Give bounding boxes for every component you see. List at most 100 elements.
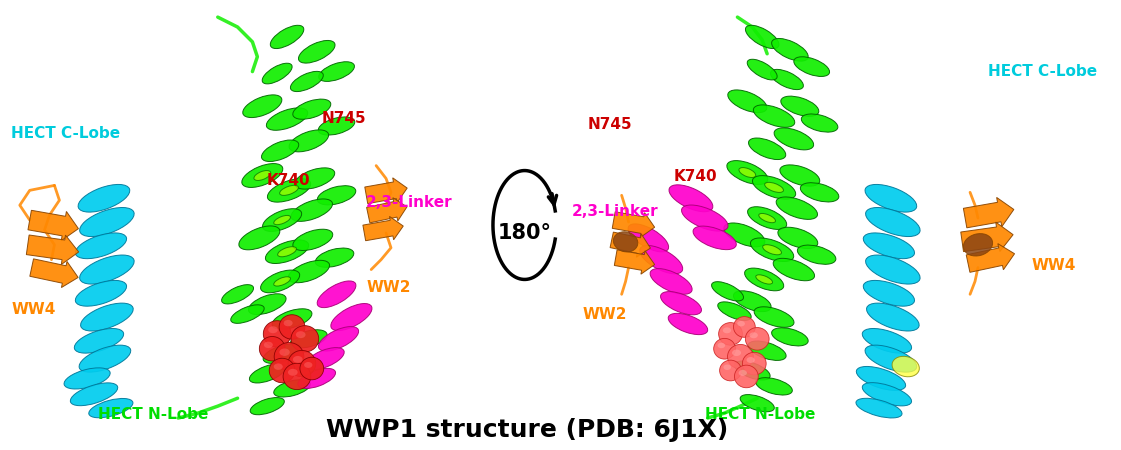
Ellipse shape [862, 328, 911, 353]
Ellipse shape [734, 361, 770, 380]
Ellipse shape [693, 226, 736, 250]
Ellipse shape [650, 269, 692, 294]
Text: 2,3-Linker: 2,3-Linker [367, 195, 453, 210]
Text: WW2: WW2 [583, 306, 627, 322]
Ellipse shape [734, 365, 758, 388]
Ellipse shape [279, 348, 290, 356]
Text: HECT N-Lobe: HECT N-Lobe [705, 407, 815, 422]
Ellipse shape [263, 321, 291, 347]
Ellipse shape [254, 171, 270, 180]
Ellipse shape [771, 39, 808, 61]
Ellipse shape [74, 328, 123, 353]
Ellipse shape [863, 233, 915, 259]
Text: WWP1 structure (PDB: 6J1X): WWP1 structure (PDB: 6J1X) [326, 418, 729, 442]
Ellipse shape [274, 364, 282, 370]
Text: HECT N-Lobe: HECT N-Lobe [98, 407, 209, 422]
Ellipse shape [291, 199, 333, 221]
Polygon shape [963, 198, 1013, 228]
Ellipse shape [750, 238, 794, 261]
Text: N745: N745 [589, 117, 632, 132]
Ellipse shape [728, 90, 767, 112]
Ellipse shape [289, 130, 328, 152]
Ellipse shape [279, 185, 298, 195]
Ellipse shape [288, 260, 330, 283]
Ellipse shape [754, 307, 794, 327]
Ellipse shape [738, 321, 745, 326]
Ellipse shape [865, 255, 920, 284]
Ellipse shape [712, 282, 743, 301]
Ellipse shape [771, 328, 808, 346]
Polygon shape [961, 222, 1013, 252]
Ellipse shape [260, 270, 299, 293]
Ellipse shape [249, 364, 285, 383]
Ellipse shape [300, 357, 324, 380]
Ellipse shape [293, 99, 331, 119]
Ellipse shape [259, 337, 285, 361]
Polygon shape [28, 210, 78, 241]
Ellipse shape [752, 176, 796, 199]
Ellipse shape [794, 57, 830, 76]
Ellipse shape [660, 292, 702, 315]
Ellipse shape [263, 344, 302, 364]
Ellipse shape [756, 378, 793, 395]
Ellipse shape [268, 179, 311, 202]
Ellipse shape [291, 326, 318, 352]
Ellipse shape [89, 398, 133, 418]
Ellipse shape [865, 345, 917, 372]
Ellipse shape [266, 240, 308, 264]
Ellipse shape [717, 302, 751, 320]
Ellipse shape [739, 370, 747, 376]
Ellipse shape [317, 186, 355, 205]
Ellipse shape [243, 95, 281, 117]
Ellipse shape [753, 105, 795, 127]
Polygon shape [30, 259, 78, 288]
Ellipse shape [318, 117, 355, 135]
Ellipse shape [288, 369, 298, 376]
Ellipse shape [748, 207, 787, 230]
Ellipse shape [749, 138, 786, 160]
Ellipse shape [268, 326, 278, 333]
Ellipse shape [274, 277, 290, 286]
Polygon shape [966, 243, 1015, 272]
Ellipse shape [279, 315, 305, 339]
Ellipse shape [293, 356, 303, 363]
Text: WW2: WW2 [367, 280, 410, 295]
Ellipse shape [856, 398, 902, 418]
Ellipse shape [274, 380, 311, 397]
Ellipse shape [284, 363, 311, 390]
Ellipse shape [80, 255, 135, 284]
Ellipse shape [668, 313, 707, 335]
Ellipse shape [231, 305, 265, 324]
Ellipse shape [724, 223, 765, 247]
Ellipse shape [732, 350, 741, 356]
Ellipse shape [780, 165, 819, 186]
Text: 2,3-Linker: 2,3-Linker [572, 204, 658, 219]
Ellipse shape [298, 369, 335, 388]
Ellipse shape [800, 183, 839, 202]
Ellipse shape [719, 323, 742, 345]
Text: N745: N745 [322, 111, 367, 126]
Text: HECT C-Lobe: HECT C-Lobe [11, 126, 120, 141]
Ellipse shape [293, 229, 333, 251]
Ellipse shape [262, 63, 293, 84]
Ellipse shape [267, 108, 308, 130]
Ellipse shape [770, 69, 804, 90]
Ellipse shape [717, 343, 725, 348]
Ellipse shape [723, 327, 731, 333]
Ellipse shape [263, 342, 272, 348]
Ellipse shape [296, 331, 306, 338]
Ellipse shape [278, 247, 296, 257]
Ellipse shape [270, 25, 304, 49]
Polygon shape [363, 216, 404, 241]
Ellipse shape [249, 294, 286, 315]
Ellipse shape [740, 395, 775, 412]
Ellipse shape [261, 140, 299, 162]
Ellipse shape [80, 345, 131, 372]
Ellipse shape [745, 25, 779, 49]
Ellipse shape [747, 357, 754, 363]
Ellipse shape [762, 245, 781, 255]
Ellipse shape [776, 197, 817, 220]
Ellipse shape [867, 303, 919, 331]
Ellipse shape [778, 227, 818, 248]
Text: WW4: WW4 [1032, 257, 1076, 273]
